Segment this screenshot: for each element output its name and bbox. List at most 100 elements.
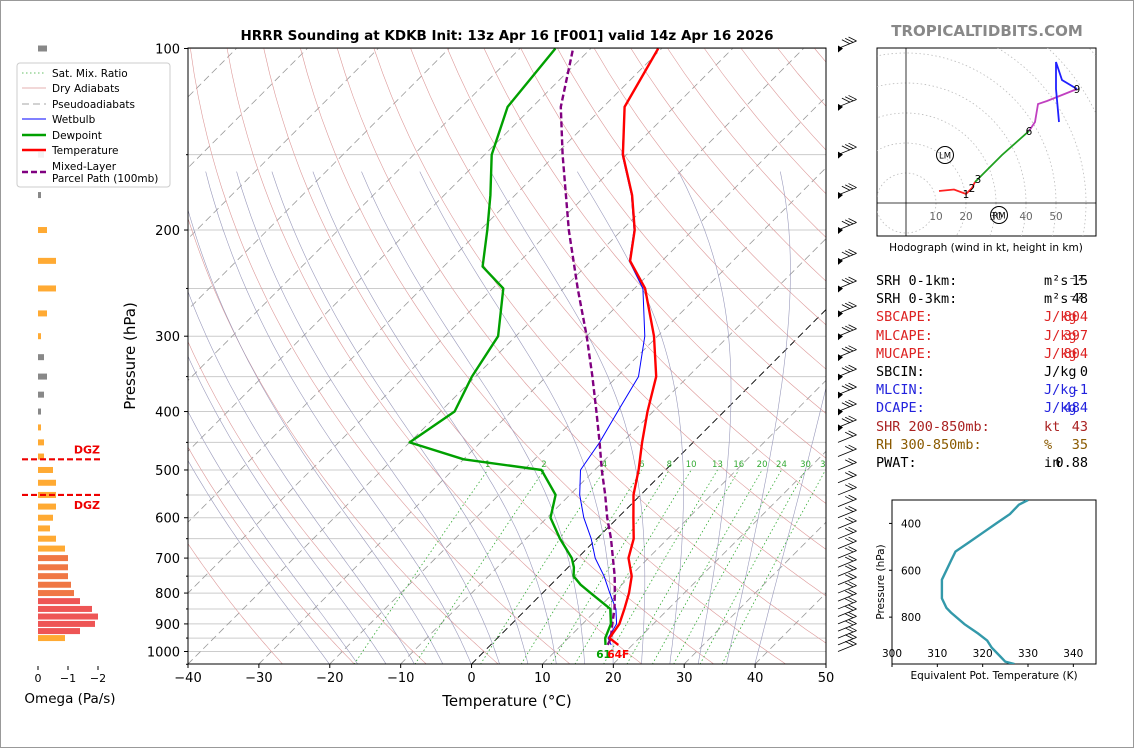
legend-label: Mixed-Layer xyxy=(52,161,117,173)
y-tick-label: 200 xyxy=(155,224,180,239)
stat-label: SBCAPE: xyxy=(876,309,933,326)
hodograph-height-label: 3 xyxy=(975,174,982,186)
barb-feather xyxy=(845,547,854,553)
wind-barb xyxy=(837,597,857,610)
barb-feather xyxy=(845,507,854,512)
dry-adiabat-line xyxy=(263,48,715,664)
stat-value: -1 xyxy=(1071,382,1088,399)
moist-adiabat-line xyxy=(726,171,791,664)
legend-label: Sat. Mix. Ratio xyxy=(52,68,128,80)
hodograph-ring-label: 20 xyxy=(959,211,972,223)
barb-feather xyxy=(848,399,857,405)
omega-bar xyxy=(38,491,56,498)
theta-y-tick-label: 400 xyxy=(901,518,921,530)
barb-feather xyxy=(841,367,851,373)
barb-feather xyxy=(848,458,857,463)
barb-feather xyxy=(848,483,857,488)
x-tick-label: −10 xyxy=(387,671,414,686)
dry-adiabat-line xyxy=(190,48,571,664)
barb-pennant xyxy=(838,192,843,200)
mixing-ratio-label: 2 xyxy=(541,460,546,470)
wind-barb xyxy=(837,555,857,568)
barb-feather xyxy=(845,598,854,604)
omega-bar xyxy=(38,408,41,415)
barb-feather xyxy=(848,633,857,638)
wind-barb xyxy=(837,516,857,529)
barb-feather xyxy=(845,346,854,352)
barb-pennant xyxy=(838,373,843,381)
barb-feather xyxy=(848,183,857,188)
hodograph-segment xyxy=(938,181,976,196)
barb-feather xyxy=(845,627,854,633)
stat-row: MLCIN: -1 J/kg xyxy=(876,381,1116,399)
barb-feather xyxy=(845,277,854,283)
series-line-temperature xyxy=(608,48,660,646)
hodograph-segment xyxy=(1055,61,1078,123)
wind-barb xyxy=(837,276,857,293)
wind-barb xyxy=(837,301,857,318)
stat-label: SRH 0-3km: xyxy=(876,291,958,308)
barb-staff xyxy=(837,601,857,610)
isotherm-line xyxy=(188,48,592,452)
mixing-ratio-label: 24 xyxy=(776,460,787,470)
barb-staff xyxy=(837,550,857,559)
mixing-ratio-label: 1 xyxy=(485,460,490,470)
omega-bar xyxy=(38,310,47,317)
barb-staff xyxy=(837,585,857,594)
barb-feather xyxy=(841,251,851,257)
moist-adiabat-line xyxy=(271,171,529,664)
barb-feather xyxy=(848,589,857,594)
barb-feather xyxy=(841,348,851,353)
barb-feather xyxy=(848,382,857,388)
barb-feather xyxy=(845,484,854,490)
omega-bar xyxy=(38,373,47,380)
stat-label: MLCAPE: xyxy=(876,327,933,344)
x-axis-label: Temperature (°C) xyxy=(441,692,571,710)
barb-pennant xyxy=(838,227,843,235)
omega-bar xyxy=(38,525,50,532)
omega-bar xyxy=(38,598,80,605)
barb-staff xyxy=(837,520,857,529)
y-tick-label: 700 xyxy=(155,552,180,567)
stat-row: SRH 0-3km: 48 m²s⁻² xyxy=(876,290,1116,308)
barb-feather xyxy=(841,97,851,103)
barb-staff xyxy=(837,568,857,577)
barb-feather xyxy=(848,95,857,100)
barb-feather xyxy=(848,415,857,421)
stat-row: SHR 200-850mb: 43 kt xyxy=(876,418,1116,436)
stat-row: DCAPE: 484 J/kg xyxy=(876,399,1116,417)
omega-bar xyxy=(38,227,47,234)
omega-bar xyxy=(38,424,41,431)
x-tick-label: −40 xyxy=(174,671,201,686)
stat-unit: J/kg xyxy=(1044,327,1077,344)
wind-barb xyxy=(837,564,857,577)
y-tick-label: 900 xyxy=(155,618,180,633)
barb-feather xyxy=(845,556,854,562)
moist-adiabat-line xyxy=(490,171,646,664)
stat-row: MUCAPE: 804 J/kg xyxy=(876,345,1116,363)
barb-staff xyxy=(837,498,857,507)
hodograph-height-label: 6 xyxy=(1026,126,1033,138)
legend-label: Temperature xyxy=(51,145,119,157)
wind-barb xyxy=(837,430,857,443)
moist-adiabat-line xyxy=(188,290,415,664)
stat-label: SBCIN: xyxy=(876,363,925,380)
omega-bar xyxy=(38,555,68,562)
wind-barb xyxy=(837,536,857,549)
barb-staff xyxy=(837,146,857,156)
barb-feather xyxy=(848,142,857,148)
stat-label: MUCAPE: xyxy=(876,345,933,362)
dry-adiabat-line xyxy=(188,217,499,664)
barb-staff xyxy=(837,637,857,646)
omega-bar xyxy=(38,605,92,612)
stat-row: SRH 0-1km: 15 m²s⁻² xyxy=(876,272,1116,290)
barb-feather xyxy=(848,564,857,570)
dry-adiabat-line xyxy=(188,543,283,664)
mixing-ratio-label: 36 xyxy=(820,460,831,470)
barb-feather xyxy=(848,597,857,602)
hodograph-ring-label: 50 xyxy=(1049,211,1062,223)
x-tick-label: 40 xyxy=(747,671,764,686)
wind-barb xyxy=(837,581,857,594)
hodograph-ring-label: 10 xyxy=(929,211,942,223)
